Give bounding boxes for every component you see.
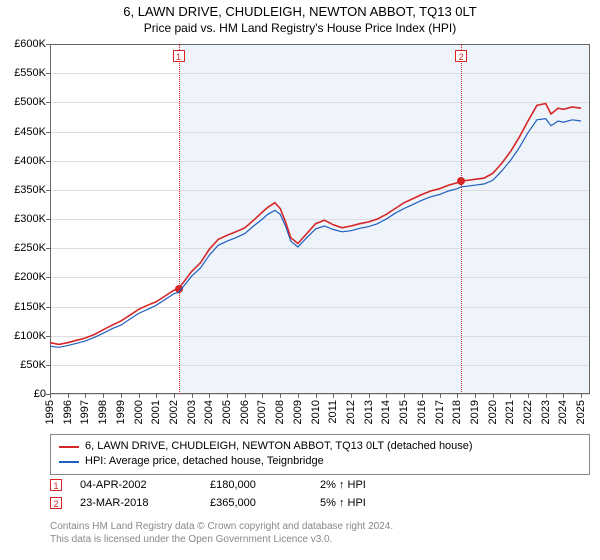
xtick-label: 2015 [398,400,410,424]
series-price [50,104,581,345]
xtick-label: 2000 [133,400,145,424]
xtick-label: 2002 [168,400,180,424]
xtick-label: 2024 [557,400,569,424]
xtick-label: 2020 [487,400,499,424]
legend-swatch [59,446,79,448]
xtick-label: 2011 [327,400,339,424]
line-plot [0,0,600,396]
xtick-label: 2013 [363,400,375,424]
xtick-label: 2008 [274,400,286,424]
legend: 6, LAWN DRIVE, CHUDLEIGH, NEWTON ABBOT, … [50,434,590,475]
legend-row: HPI: Average price, detached house, Teig… [59,454,581,469]
transaction-date: 23-MAR-2018 [80,497,210,509]
transactions-table: 1 04-APR-2002£180,0002% ↑ HPI 2 23-MAR-2018… [50,476,400,512]
xtick-label: 2021 [504,400,516,424]
xtick-label: 2014 [380,400,392,424]
xtick-label: 2019 [469,400,481,424]
xtick-label: 2010 [310,400,322,424]
xtick-label: 1995 [44,400,56,424]
legend-swatch [59,461,79,463]
xtick-label: 2022 [522,400,534,424]
xtick-label: 1997 [79,400,91,424]
transaction-flag: 2 [50,497,62,509]
transaction-pct: 5% ↑ HPI [320,497,400,509]
footnote-line: Contains HM Land Registry data © Crown c… [50,520,393,533]
chart-container: 6, LAWN DRIVE, CHUDLEIGH, NEWTON ABBOT, … [0,0,600,560]
xtick-label: 2001 [150,400,162,424]
xtick-label: 2017 [434,400,446,424]
xtick-label: 1996 [62,400,74,424]
series-hpi [50,119,581,348]
transaction-flag: 1 [50,479,62,491]
xtick-label: 2012 [345,400,357,424]
xtick-label: 2007 [256,400,268,424]
transaction-price: £180,000 [210,479,320,491]
transaction-date: 04-APR-2002 [80,479,210,491]
legend-label: HPI: Average price, detached house, Teig… [85,454,324,469]
transaction-price: £365,000 [210,497,320,509]
xtick-label: 2004 [203,400,215,424]
legend-row: 6, LAWN DRIVE, CHUDLEIGH, NEWTON ABBOT, … [59,439,581,454]
xtick-label: 2023 [540,400,552,424]
transaction-pct: 2% ↑ HPI [320,479,400,491]
transaction-row: 2 23-MAR-2018£365,0005% ↑ HPI [50,494,400,512]
legend-label: 6, LAWN DRIVE, CHUDLEIGH, NEWTON ABBOT, … [85,439,473,454]
transaction-row: 1 04-APR-2002£180,0002% ↑ HPI [50,476,400,494]
xtick-label: 2006 [239,400,251,424]
footnote: Contains HM Land Registry data © Crown c… [50,520,393,546]
xtick-label: 2018 [451,400,463,424]
footnote-line: This data is licensed under the Open Gov… [50,533,393,546]
xtick-label: 2003 [186,400,198,424]
xtick-label: 2005 [221,400,233,424]
xtick-label: 1999 [115,400,127,424]
xtick-label: 2025 [575,400,587,424]
xtick-label: 1998 [97,400,109,424]
xtick-label: 2016 [416,400,428,424]
xtick-label: 2009 [292,400,304,424]
